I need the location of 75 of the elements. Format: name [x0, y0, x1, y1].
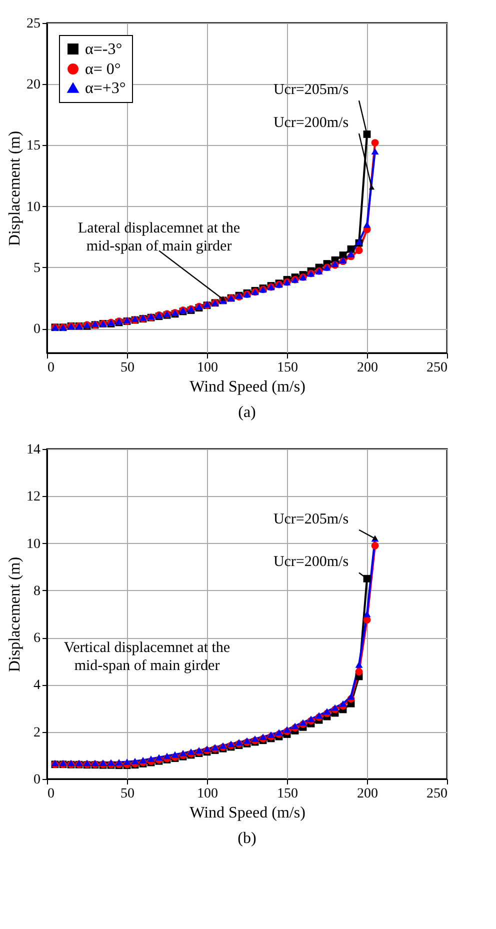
point [155, 754, 163, 761]
y-tick-label: 10 [26, 536, 40, 552]
annotation: Ucr=200m/s [273, 115, 349, 131]
point [347, 245, 355, 253]
text: (b) [238, 830, 256, 847]
annotation: Ucr=205m/s [273, 82, 349, 98]
x-tick-label: 250 [426, 786, 448, 802]
x-tick-label: 250 [426, 360, 448, 376]
point [339, 700, 347, 707]
point [139, 756, 147, 764]
y-tick-label: 12 [26, 490, 40, 505]
x-tick-label: 0 [48, 786, 54, 802]
y-axis-title: Displacement (m) [6, 556, 24, 672]
point [363, 616, 371, 624]
point [331, 704, 339, 711]
point [371, 148, 379, 155]
x-tick-label: 100 [197, 786, 218, 802]
point [211, 744, 219, 750]
point [163, 752, 171, 760]
point [99, 760, 107, 766]
point [267, 731, 275, 738]
legend-label: α=+3° [85, 80, 126, 97]
point [323, 708, 331, 715]
y-tick-label: 15 [26, 138, 40, 154]
point [299, 719, 307, 726]
x-tick-label: 100 [197, 360, 218, 376]
annotation: Vertical displacemnet at the mid-span of main girder [64, 640, 230, 674]
x-tick-label: 200 [357, 360, 378, 376]
y-tick-label: 20 [26, 78, 40, 93]
point [355, 661, 363, 668]
x-tick-label: 150 [277, 360, 298, 376]
point [107, 759, 115, 766]
x-axis-title: Wind Speed (m/s) [190, 804, 306, 822]
point [283, 726, 291, 733]
point [363, 610, 371, 618]
annotation: Ucr=205m/s [273, 511, 349, 528]
y-tick-label: 14 [26, 442, 40, 458]
point [187, 748, 195, 755]
annotation: Ucr=200m/s [273, 554, 349, 570]
point [371, 542, 379, 550]
text: (a) [238, 404, 256, 421]
y-tick-label: 0 [34, 772, 40, 788]
point [291, 722, 299, 730]
point [347, 693, 355, 700]
point [195, 747, 203, 754]
point [347, 250, 355, 258]
x-tick-label: 150 [277, 786, 298, 802]
y-axis-title: Displacement (m) [6, 130, 24, 246]
y-tick-label: 4 [34, 678, 40, 694]
point [115, 759, 123, 766]
point [355, 246, 363, 254]
point [123, 758, 131, 766]
annotation: Lateral displacemnet at the mid-span of main girder [78, 220, 240, 255]
y-tick-label: 5 [34, 260, 40, 276]
legend-label: α= 0° [85, 61, 121, 78]
x-tick-label: 50 [120, 786, 134, 802]
x-tick-label: 0 [48, 360, 54, 376]
y-tick-label: 10 [26, 200, 40, 215]
point [355, 668, 363, 676]
point [131, 758, 139, 764]
y-tick-label: 25 [26, 16, 40, 32]
point [147, 756, 155, 762]
point [235, 739, 243, 746]
x-tick-label: 50 [120, 360, 134, 376]
point [171, 751, 179, 758]
y-tick-label: 2 [34, 725, 40, 740]
y-tick-label: 0 [34, 322, 40, 338]
point [251, 735, 259, 742]
x-tick-label: 200 [357, 786, 378, 802]
point [371, 139, 379, 146]
legend-label: α=-3° [85, 41, 122, 58]
y-tick-label: 8 [34, 584, 40, 599]
y-tick-label: 6 [34, 631, 40, 646]
point [179, 750, 187, 756]
x-axis-title: Wind Speed (m/s) [190, 378, 306, 396]
